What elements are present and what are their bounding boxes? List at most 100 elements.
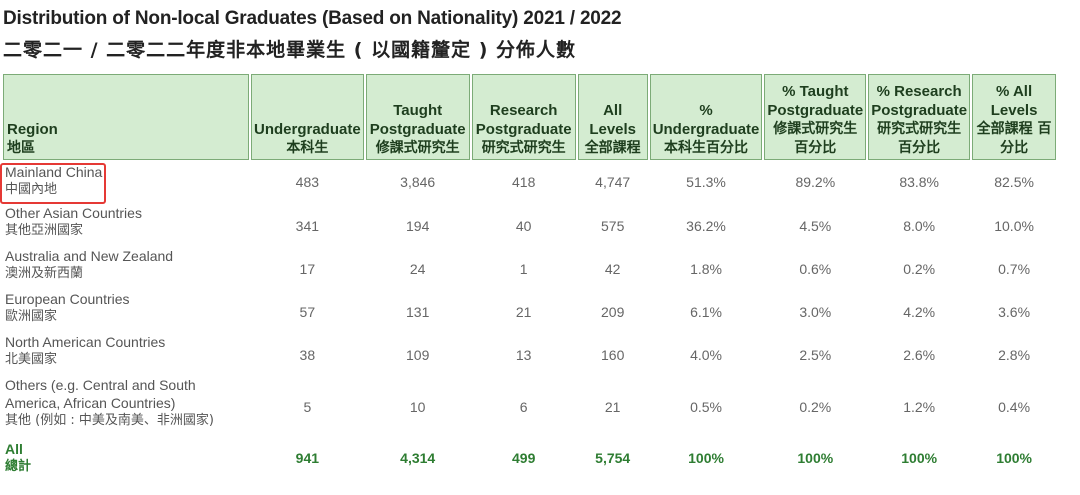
total-label: All xyxy=(5,441,23,457)
total-value-cell: 5,754 xyxy=(595,450,631,466)
value-cell: 38 xyxy=(299,346,316,363)
value-cell: 6.1% xyxy=(690,303,722,320)
header-region: Region 地區 xyxy=(3,74,249,160)
table-row: Mainland China 中國內地 483 3,846 418 4,747 5… xyxy=(3,160,1056,204)
value-cell: 3,846 xyxy=(400,174,436,190)
value-cell: 3.6% xyxy=(998,303,1031,320)
region-name-chinese: 北美國家 xyxy=(5,352,58,367)
graduates-table: Region 地區 Undergraduate 本科生 Taught Postgra… xyxy=(1,74,1058,478)
header-all-levels: All Levels 全部課程 xyxy=(577,74,648,160)
region-name-chinese: 其他 (例如 : 中美及南美、非洲國家) xyxy=(5,413,214,428)
header-label-chinese: 地區 xyxy=(7,140,35,156)
header-label: % Undergraduate xyxy=(652,102,760,138)
value-cell: 8.0% xyxy=(903,217,936,234)
value-cell: 13 xyxy=(515,346,532,363)
total-label-cell: All 總計 xyxy=(3,438,249,478)
header-label: % Taught Postgraduate xyxy=(767,83,864,119)
value-cell: 4,747 xyxy=(595,174,631,190)
header-label-chinese: 本科生百分比 xyxy=(664,140,749,156)
value-cell: 4.2% xyxy=(903,303,936,320)
header-label: Taught Postgraduate xyxy=(369,102,466,138)
region-name-chinese: 其他亞洲國家 xyxy=(5,223,84,238)
value-cell: 2.5% xyxy=(799,346,832,363)
value-cell: 36.2% xyxy=(686,217,726,234)
value-cell: 209 xyxy=(601,303,625,320)
value-cell: 57 xyxy=(299,303,316,320)
value-cell: 0.7% xyxy=(998,260,1031,277)
table-row: Other Asian Countries 其他亞洲國家 341 194 40 5… xyxy=(3,204,1056,247)
value-cell: 2.6% xyxy=(903,346,936,363)
region-name: European Countries xyxy=(5,291,130,307)
table-row: Australia and New Zealand 澳洲及新西蘭 17 24 1 … xyxy=(3,247,1056,290)
value-cell: 17 xyxy=(299,260,316,277)
header-label-chinese: 本科生 xyxy=(286,140,329,156)
value-cell: 1.2% xyxy=(903,399,936,415)
header-label-chinese: 全部課程 xyxy=(584,140,641,156)
total-row: All 總計 941 4,314 499 5,754 100% 100% 100%… xyxy=(3,438,1056,478)
header-label: Undergraduate xyxy=(254,121,361,138)
header-label-chinese: 全部課程 百分比 xyxy=(976,121,1052,156)
table-row: North American Countries 北美國家 38 109 13 1… xyxy=(3,333,1056,376)
value-cell: 51.3% xyxy=(686,174,726,190)
value-cell: 0.6% xyxy=(799,260,832,277)
region-name: North American Countries xyxy=(5,334,166,350)
value-cell: 4.5% xyxy=(799,217,832,234)
value-cell: 2.8% xyxy=(998,346,1031,363)
value-cell: 10.0% xyxy=(994,217,1034,234)
region-name: Australia and New Zealand xyxy=(5,248,174,264)
value-cell: 5 xyxy=(303,399,312,415)
header-label: % Research Postgraduate xyxy=(871,83,968,119)
total-value-cell: 100% xyxy=(688,450,724,466)
header-label: All Levels xyxy=(589,102,637,138)
region-name: Other Asian Countries xyxy=(5,205,142,221)
value-cell: 109 xyxy=(406,346,430,363)
table-header-row: Region 地區 Undergraduate 本科生 Taught Postgra… xyxy=(3,74,1057,160)
header-pct-taught-postgraduate: % Taught Postgraduate 修課式研究生 百分比 xyxy=(764,74,867,160)
table-row: European Countries 歐洲國家 57 131 21 209 6.1… xyxy=(3,290,1056,333)
value-cell: 1.8% xyxy=(690,260,722,277)
value-cell: 4.0% xyxy=(690,346,722,363)
region-name: Others (e.g. Central and South America, … xyxy=(5,377,196,411)
value-cell: 42 xyxy=(604,260,621,277)
value-cell: 24 xyxy=(409,260,426,277)
total-value-cell: 941 xyxy=(295,450,320,466)
total-value-cell: 100% xyxy=(996,450,1032,466)
value-cell: 483 xyxy=(295,174,320,190)
value-cell: 0.2% xyxy=(903,260,936,277)
header-undergraduate: Undergraduate 本科生 xyxy=(251,74,364,160)
total-value-cell: 100% xyxy=(901,450,938,466)
region-cell: Other Asian Countries 其他亞洲國家 xyxy=(3,204,249,247)
header-pct-all-levels: % All Levels 全部課程 百分比 xyxy=(972,74,1057,160)
header-label-chinese: 修課式研究生 xyxy=(375,140,460,156)
header-research-postgraduate: Research Postgraduate 研究式研究生 xyxy=(471,74,576,160)
value-cell: 418 xyxy=(512,174,536,190)
value-cell: 160 xyxy=(601,346,625,363)
region-name: Mainland China xyxy=(5,164,103,180)
value-cell: 0.4% xyxy=(998,399,1031,415)
header-label-chinese: 修課式研究生 百分比 xyxy=(773,121,858,156)
total-label-chinese: 總計 xyxy=(5,459,32,474)
value-cell: 575 xyxy=(601,217,625,234)
region-name-chinese: 中國內地 xyxy=(5,182,58,197)
page-title: Distribution of Non-local Graduates (Bas… xyxy=(3,8,622,29)
value-cell: 3.0% xyxy=(799,303,832,320)
highlight-box xyxy=(0,163,106,204)
total-value-cell: 4,314 xyxy=(400,450,436,466)
page-title-chinese: 二零二一 / 二零二二年度非本地畢業生 ( 以國籍釐定 ) 分佈人數 xyxy=(3,39,576,61)
header-pct-research-postgraduate: % Research Postgraduate 研究式研究生 百分比 xyxy=(868,74,971,160)
value-cell: 341 xyxy=(295,217,320,234)
header-label-chinese: 研究式研究生 xyxy=(481,140,566,156)
value-cell: 6 xyxy=(519,399,528,415)
region-name-chinese: 澳洲及新西蘭 xyxy=(5,266,84,281)
region-cell: European Countries 歐洲國家 xyxy=(3,290,249,333)
header-label: Region xyxy=(7,121,58,138)
header-label: % All Levels xyxy=(990,83,1038,119)
region-cell: North American Countries 北美國家 xyxy=(3,333,249,376)
region-cell: Australia and New Zealand 澳洲及新西蘭 xyxy=(3,247,249,290)
value-cell: 89.2% xyxy=(795,174,836,190)
value-cell: 10 xyxy=(409,399,426,415)
value-cell: 0.2% xyxy=(799,399,832,415)
value-cell: 83.8% xyxy=(899,174,940,190)
value-cell: 0.5% xyxy=(690,399,722,415)
